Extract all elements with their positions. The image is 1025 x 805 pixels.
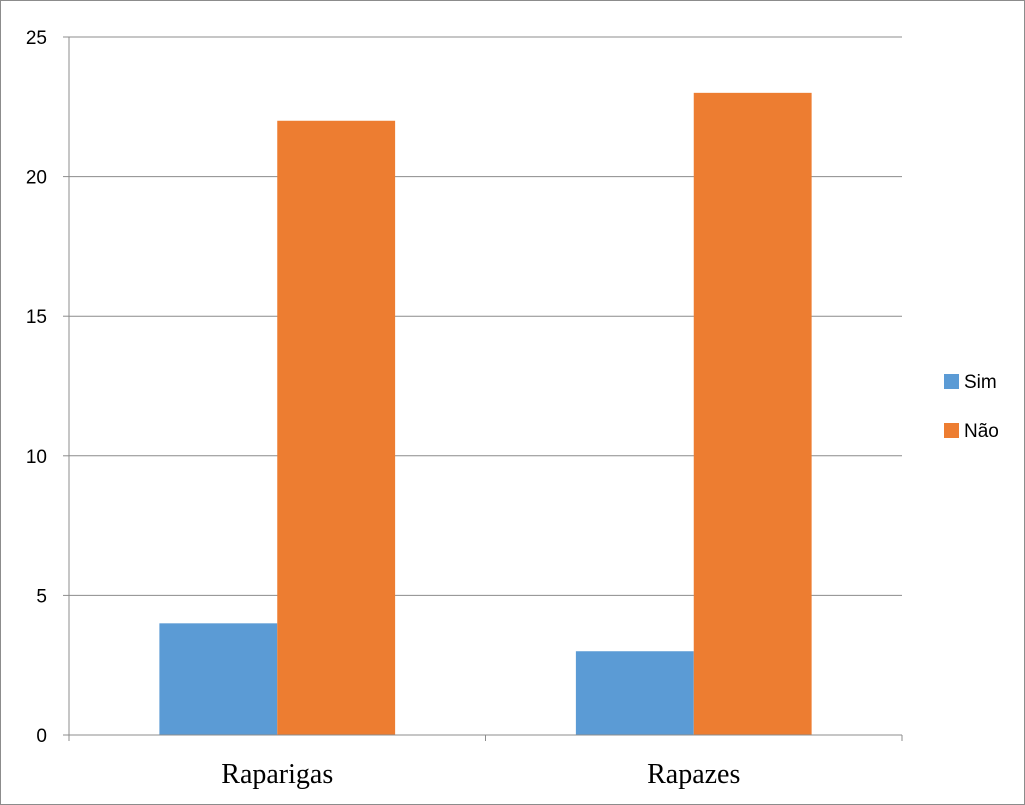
legend: Sim Não — [944, 372, 999, 442]
bars — [159, 92, 812, 736]
x-axis: Raparigas Rapazes — [68, 37, 903, 790]
y-tick-label: 25 — [26, 28, 47, 49]
y-tick-label: 0 — [36, 726, 47, 747]
legend-swatch-sim — [944, 374, 959, 389]
y-tick-label: 5 — [36, 586, 47, 607]
legend-swatch-nao — [944, 423, 959, 438]
y-axis-ticks: 0 5 10 15 20 25 — [26, 28, 69, 747]
bar-raparigas-nao — [277, 120, 396, 735]
y-tick-label: 15 — [26, 307, 47, 328]
x-category-label: Raparigas — [221, 759, 333, 790]
x-category-label: Rapazes — [647, 759, 740, 790]
bar-rapazes-nao — [693, 92, 812, 736]
bar-rapazes-sim — [575, 651, 694, 735]
legend-label-sim: Sim — [964, 372, 997, 393]
legend-label-nao: Não — [964, 421, 999, 442]
y-tick-label: 10 — [26, 447, 47, 468]
y-tick-label: 20 — [26, 168, 47, 189]
bar-raparigas-sim — [159, 623, 278, 735]
